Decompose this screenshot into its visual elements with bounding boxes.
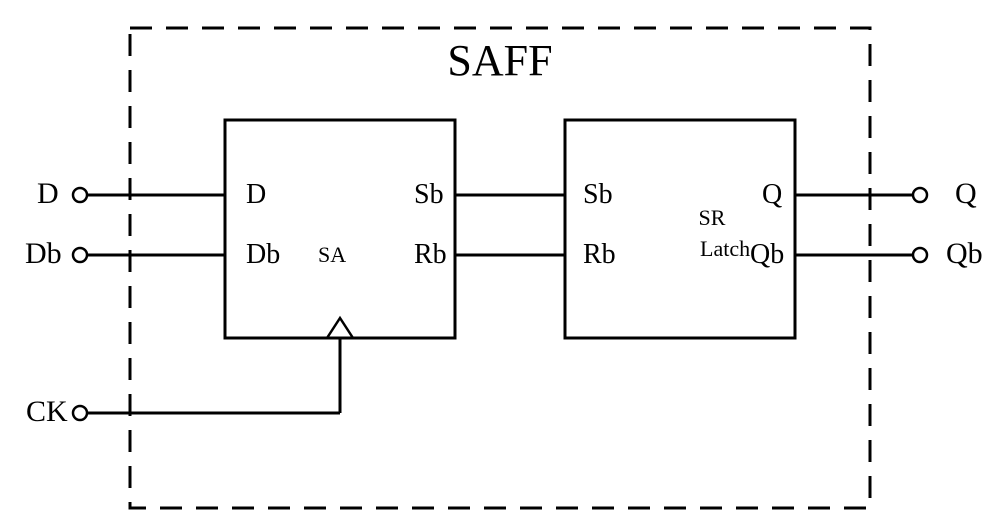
terminal-qb <box>913 248 927 262</box>
terminal-d <box>73 188 87 202</box>
ext-label-db: Db <box>25 237 62 270</box>
terminal-q <box>913 188 927 202</box>
sa-port-sb: Sb <box>414 179 444 210</box>
sr-port-rb: Rb <box>583 239 616 270</box>
sr-latch-block <box>565 120 795 338</box>
ext-label-d: D <box>37 177 59 210</box>
sa-block <box>225 120 455 338</box>
sa-port-db: Db <box>246 239 280 270</box>
sa-port-d: D <box>246 179 266 210</box>
diagram-title: SAFF <box>447 36 552 85</box>
terminal-db <box>73 248 87 262</box>
sr-port-sb: Sb <box>583 179 613 210</box>
sr-label-line1: SR <box>699 205 726 230</box>
sr-port-q: Q <box>762 179 782 210</box>
ext-label-q: Q <box>955 177 977 210</box>
clock-triangle-icon <box>327 318 353 338</box>
ext-label-ck: CK <box>26 395 68 428</box>
sa-port-rb: Rb <box>414 239 447 270</box>
ext-label-qb: Qb <box>946 237 983 270</box>
sr-port-qb: Qb <box>750 239 784 270</box>
terminal-ck <box>73 406 87 420</box>
sa-label: SA <box>318 242 346 267</box>
sr-label-line2: Latch <box>700 236 750 261</box>
